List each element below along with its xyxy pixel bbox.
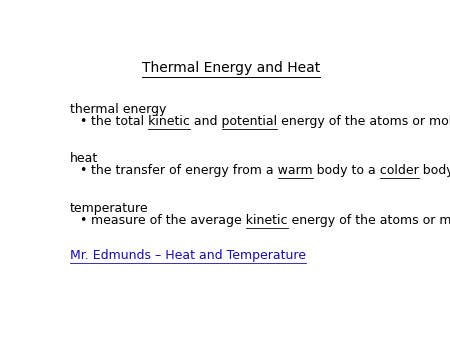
Text: the total kinetic and potential energy of the atoms or molecules of a substance: the total kinetic and potential energy o…: [91, 115, 450, 128]
Text: kinetic: kinetic: [91, 214, 133, 227]
Text: the transfer of energy from a warm body to a colder body: the transfer of energy from a warm body …: [91, 164, 450, 177]
Text: warm: warm: [91, 164, 126, 177]
Text: thermal energy: thermal energy: [70, 103, 166, 116]
Text: measure of the average: measure of the average: [91, 214, 246, 227]
Text: potential: potential: [91, 115, 147, 128]
Text: Thermal Energy and Heat: Thermal Energy and Heat: [141, 62, 320, 75]
Text: measure of the average kinetic energy of the atoms or molecules of a substance: measure of the average kinetic energy of…: [91, 214, 450, 227]
Text: Mr. Edmunds – Heat and Temperature: Mr. Edmunds – Heat and Temperature: [70, 249, 306, 262]
Text: the total: the total: [91, 115, 148, 128]
Text: Mr. Edmunds – Heat and Temperature: Mr. Edmunds – Heat and Temperature: [70, 249, 306, 262]
Text: •: •: [79, 164, 86, 177]
Text: •: •: [79, 214, 86, 227]
Text: the total kinetic and potential energy of the atoms or molecules of a substance: the total kinetic and potential energy o…: [91, 115, 450, 128]
Text: kinetic: kinetic: [91, 115, 133, 128]
Text: colder: colder: [91, 164, 130, 177]
Text: the total kinetic and: the total kinetic and: [91, 115, 221, 128]
Text: the transfer of energy from a warm body to a colder body: the transfer of energy from a warm body …: [91, 164, 450, 177]
Text: the transfer of energy from a warm body to a: the transfer of energy from a warm body …: [91, 164, 380, 177]
Text: the transfer of energy from a: the transfer of energy from a: [91, 164, 278, 177]
Text: temperature: temperature: [70, 202, 149, 215]
Text: the transfer of energy from a warm body to a colder body: the transfer of energy from a warm body …: [91, 164, 450, 177]
Text: •: •: [79, 115, 86, 128]
Text: the total kinetic and potential energy of the atoms or molecules of a substance: the total kinetic and potential energy o…: [91, 115, 450, 128]
Text: heat: heat: [70, 152, 99, 166]
Text: measure of the average kinetic energy of the atoms or molecules of a substance: measure of the average kinetic energy of…: [91, 214, 450, 227]
Text: Thermal Energy and Heat: Thermal Energy and Heat: [141, 62, 320, 75]
